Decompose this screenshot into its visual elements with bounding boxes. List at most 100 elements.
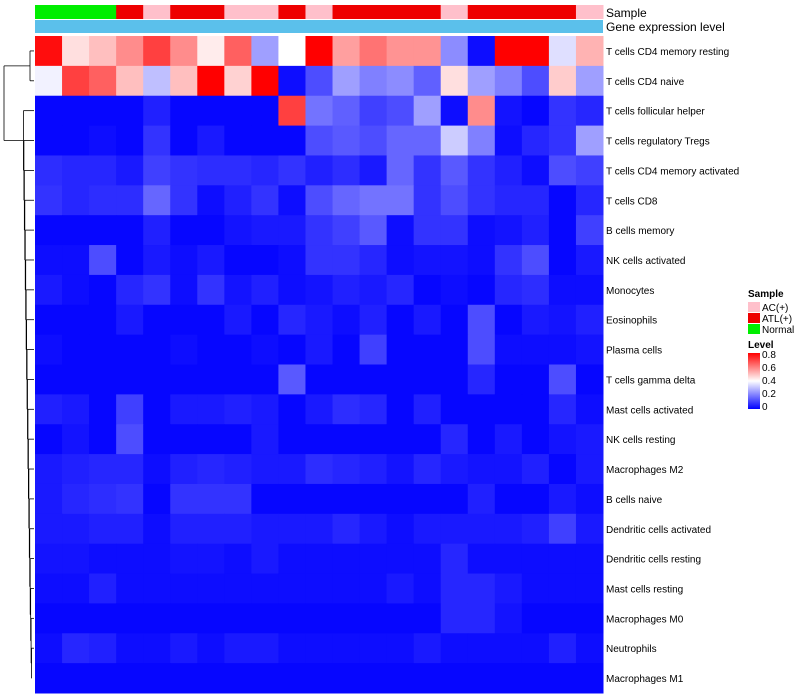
heatmap-cell: [332, 424, 361, 455]
heatmap-cell: [278, 95, 306, 127]
heatmap-cell: [62, 36, 90, 67]
heatmap-cell: [62, 394, 90, 425]
heatmap-cell: [359, 424, 388, 455]
heatmap-cell: [494, 215, 523, 246]
heatmap-cell: [386, 125, 415, 156]
heatmap-cell: [386, 245, 415, 276]
legend-level-tick: 0.4: [762, 376, 776, 387]
heatmap-cell: [494, 125, 523, 156]
heatmap-cell: [548, 483, 577, 515]
heatmap-cell: [35, 633, 63, 664]
row-label: Monocytes: [606, 286, 654, 297]
heatmap-cell: [251, 394, 279, 425]
heatmap-cell: [62, 424, 90, 455]
heatmap-cell: [278, 364, 306, 395]
heatmap-cell: [62, 215, 90, 246]
heatmap-cell: [89, 424, 117, 455]
heatmap-cell: [116, 245, 144, 276]
heatmap-cell: [440, 245, 469, 276]
heatmap-cell: [251, 36, 279, 67]
heatmap-cell: [494, 394, 523, 425]
heatmap-cell: [35, 125, 63, 156]
heatmap-cell: [575, 663, 604, 694]
heatmap-cell: [224, 215, 252, 246]
legend-color-gradient: [748, 353, 760, 409]
row-label: Plasma cells: [606, 346, 662, 357]
heatmap-cell: [89, 603, 117, 634]
heatmap-cell: [89, 155, 117, 186]
heatmap-cell: [89, 65, 117, 97]
sample-annotation-cell: [170, 5, 198, 19]
heatmap-cell: [494, 543, 523, 575]
sample-annotation-cell: [440, 5, 469, 19]
row-label: T cells CD4 memory resting: [606, 47, 729, 58]
heatmap-cell: [359, 663, 388, 694]
heatmap-cell: [278, 36, 306, 67]
heatmap-cell: [143, 424, 171, 455]
heatmap-cell: [440, 633, 469, 664]
heatmap-cell: [386, 334, 415, 365]
sample-annotation-cell: [521, 5, 550, 19]
heatmap-cell: [494, 334, 523, 365]
legend-level-title: Level: [748, 340, 774, 351]
row-label: Mast cells activated: [606, 405, 693, 416]
heatmap-cell: [305, 125, 334, 156]
heatmap-cell: [548, 334, 577, 365]
heatmap-cell: [359, 483, 388, 515]
heatmap-cell: [251, 603, 279, 634]
heatmap-cell: [575, 36, 604, 67]
heatmap-cell: [467, 155, 496, 186]
heatmap-cell: [170, 513, 198, 545]
row-label: Macrophages M1: [606, 674, 684, 685]
sample-annotation-cell: [413, 5, 442, 19]
heatmap-cell: [197, 483, 225, 515]
heatmap-cell: [440, 424, 469, 455]
heatmap-cell: [332, 364, 361, 395]
heatmap-cell: [278, 215, 306, 246]
heatmap-cell: [521, 424, 550, 455]
heatmap-cell: [116, 573, 144, 604]
heatmap-cell: [386, 364, 415, 395]
legend-level-tick: 0.2: [762, 389, 776, 400]
heatmap-cell: [548, 304, 577, 336]
heatmap-cell: [197, 65, 225, 97]
heatmap-cell: [305, 36, 334, 67]
heatmap-cell: [494, 454, 523, 485]
heatmap-cell: [440, 513, 469, 545]
heatmap-cell: [494, 633, 523, 664]
heatmap-cell: [224, 424, 252, 455]
heatmap-cell: [143, 633, 171, 664]
heatmap-cell: [305, 245, 334, 276]
heatmap-cell: [89, 185, 117, 216]
heatmap-cell: [224, 663, 252, 694]
heatmap-cell: [305, 334, 334, 365]
row-label: Eosinophils: [606, 316, 657, 327]
heatmap-cell: [413, 543, 442, 575]
heatmap-cell: [197, 513, 225, 545]
heatmap-cell: [224, 513, 252, 545]
heatmap-cell: [278, 603, 306, 634]
heatmap-cell: [251, 125, 279, 156]
heatmap-cell: [143, 304, 171, 336]
heatmap-cell: [278, 424, 306, 455]
heatmap-cell: [170, 95, 198, 127]
heatmap-cell: [35, 36, 63, 67]
heatmap-cell: [359, 364, 388, 395]
heatmap-cell: [386, 454, 415, 485]
heatmap-cell: [35, 65, 63, 97]
heatmap-cell: [35, 603, 63, 634]
heatmap-cell: [197, 274, 225, 306]
heatmap-cell: [251, 573, 279, 604]
heatmap-cell: [143, 394, 171, 425]
heatmap-cell: [440, 65, 469, 97]
sample-annotation-cell: [305, 5, 334, 19]
heatmap-cell: [305, 543, 334, 575]
heatmap-cell: [116, 274, 144, 306]
heatmap-cell: [440, 274, 469, 306]
gene-expression-annotation-label: Gene expression level: [606, 20, 725, 34]
heatmap-cell: [575, 633, 604, 664]
heatmap-cell: [116, 483, 144, 515]
heatmap-cell: [467, 185, 496, 216]
